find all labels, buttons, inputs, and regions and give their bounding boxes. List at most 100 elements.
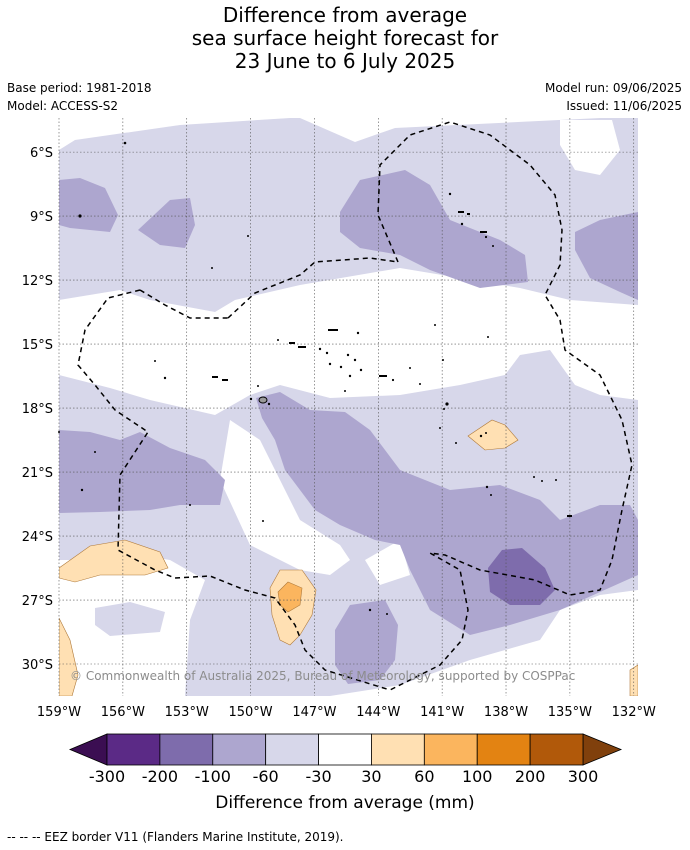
band-medium-lavender-northwest [59, 178, 118, 232]
island [409, 367, 411, 369]
colorbar-over-arrow [582, 733, 623, 766]
band-white-ne-gap [560, 120, 620, 175]
island [419, 383, 421, 385]
island [458, 211, 464, 213]
island [325, 351, 329, 355]
island [328, 362, 332, 366]
island [439, 427, 441, 429]
island [123, 141, 127, 145]
island [490, 494, 492, 496]
island [443, 408, 445, 410]
title-line-2: sea surface height forecast for [191, 26, 499, 50]
island [455, 442, 457, 444]
colorbar-tick-label: -30 [305, 767, 331, 786]
island [249, 397, 253, 401]
lat-label: 12°S [22, 274, 53, 289]
island [485, 432, 487, 434]
island [448, 192, 452, 196]
band-dark-lavender [488, 548, 555, 605]
colorbar-under-arrow [68, 733, 108, 766]
band-medium-lavender-west-blob [138, 198, 195, 248]
eez-border-cook-islands [77, 257, 399, 691]
colorbar-cell [423, 733, 478, 766]
colorbar-tick-label: 30 [361, 767, 381, 786]
lat-label: 27°S [22, 594, 53, 609]
colorbar-tick-label: 300 [568, 767, 599, 786]
band-medium-lavender-south [335, 600, 398, 684]
island [344, 390, 346, 392]
band-medium-lavender-central [59, 430, 225, 513]
colorbar-cell [159, 733, 214, 766]
lon-label: 159°W [37, 705, 81, 720]
issued-date: Issued: 11/06/2025 [566, 99, 682, 113]
lon-label: 138°W [484, 705, 528, 720]
island [487, 336, 489, 338]
island [467, 213, 470, 215]
island [348, 374, 352, 378]
colorbar-cell [212, 733, 267, 766]
lat-label: 30°S [22, 658, 53, 673]
colorbar-labels: -300 -200 -100 -60 -30 30 60 100 200 300 [89, 767, 598, 786]
island [484, 235, 488, 239]
meta-right: Model run: 09/06/2025 Issued: 11/06/2025 [545, 79, 682, 115]
island [328, 329, 338, 331]
island [379, 375, 387, 377]
eez-legend-note: -- -- -- EEZ border V11 (Flanders Marine… [7, 830, 344, 844]
title-line-1: Difference from average [222, 3, 468, 27]
colorbar-title: Difference from average (mm) [215, 793, 475, 813]
model-name: Model: ACCESS-S2 [7, 99, 119, 113]
eez-border-polynesia [377, 121, 633, 691]
island [492, 245, 494, 247]
colorbar-tick-label: -100 [195, 767, 231, 786]
island [533, 476, 535, 478]
colorbar-cells [68, 733, 623, 766]
island [386, 613, 388, 615]
lat-label: 15°S [22, 338, 53, 353]
colorbar-cell [106, 733, 161, 766]
island [222, 379, 228, 381]
title-line-3: 23 June to 6 July 2025 [234, 49, 456, 73]
island [80, 488, 84, 492]
lat-label: 9°S [30, 210, 53, 225]
colorbar-cell [529, 733, 584, 766]
island [346, 353, 350, 357]
island [212, 376, 218, 378]
band-cream-southwest [59, 617, 79, 696]
colorbar-tick-label: 100 [462, 767, 493, 786]
band-cream-west [59, 539, 169, 583]
colorbar-cell [371, 733, 425, 766]
island [94, 451, 96, 453]
island [442, 359, 444, 361]
island [541, 480, 543, 482]
band-white-north-gap [300, 118, 600, 142]
island [258, 396, 268, 404]
island [391, 378, 395, 382]
lon-label: 156°W [101, 705, 145, 720]
island [267, 402, 271, 406]
lon-label: 141°W [420, 705, 464, 720]
island [368, 608, 372, 612]
lon-label: 150°W [228, 705, 272, 720]
meta-left: Base period: 1981-2018 Model: ACCESS-S2 [7, 79, 152, 115]
colorbar-cell [318, 733, 372, 766]
base-period: Base period: 1981-2018 [7, 81, 152, 95]
island [289, 342, 295, 344]
island [479, 434, 483, 438]
band-cream-east [467, 419, 519, 451]
model-run: Model run: 09/06/2025 [544, 81, 682, 95]
island [567, 515, 572, 517]
island [58, 431, 60, 433]
eez-border-link [139, 289, 228, 319]
band-medium-lavender-northeast [575, 212, 638, 300]
lat-label: 24°S [22, 530, 53, 545]
lon-label: 132°W [612, 705, 656, 720]
island [189, 504, 191, 506]
latitude-labels: 6°S 9°S 12°S 15°S 18°S 21°S 24°S 27°S 30°S [22, 146, 53, 673]
colorbar-cell [476, 733, 531, 766]
lon-label: 135°W [548, 705, 592, 720]
island [277, 339, 279, 341]
island [247, 235, 249, 237]
lon-label: 144°W [356, 705, 400, 720]
